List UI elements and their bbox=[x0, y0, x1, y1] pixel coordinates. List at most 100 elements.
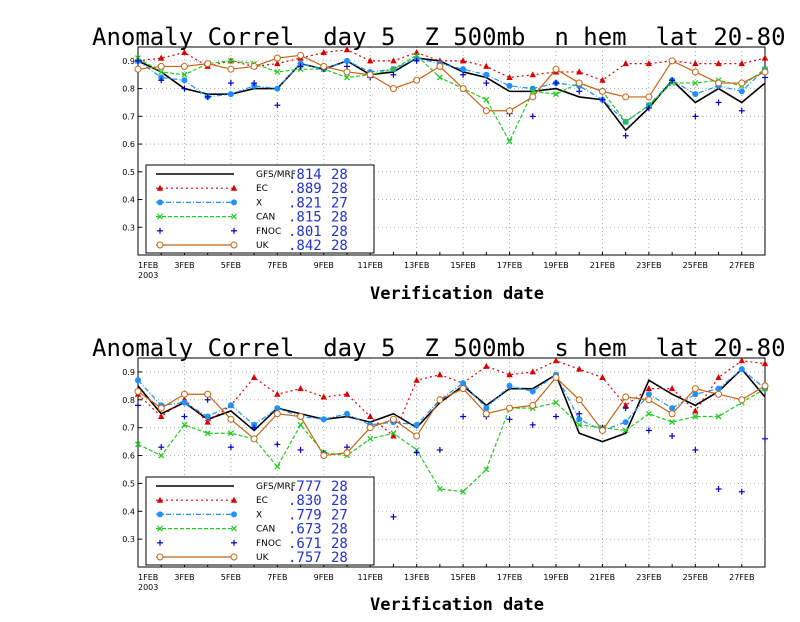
data-point bbox=[436, 396, 444, 404]
legend-marker bbox=[231, 539, 237, 546]
data-point bbox=[274, 69, 281, 75]
data-point bbox=[692, 80, 699, 87]
data-point-stroke-b bbox=[413, 52, 420, 59]
legend-mean-value: .671 bbox=[288, 536, 322, 552]
data-point bbox=[366, 424, 374, 432]
legend-series-name: CAN bbox=[256, 213, 275, 223]
legend-item: X .779 27 bbox=[156, 507, 348, 523]
y-tick-label: 0.7 bbox=[122, 424, 135, 433]
data-point bbox=[158, 413, 165, 420]
data-point bbox=[482, 410, 490, 418]
data-point bbox=[344, 74, 350, 81]
legend-marker-stroke-b bbox=[157, 213, 163, 220]
data-point bbox=[250, 374, 258, 381]
data-point bbox=[553, 399, 559, 406]
x-axis-label: Verification date bbox=[370, 595, 544, 615]
legend-series-name: UK bbox=[256, 553, 270, 563]
legend-mean-value: .821 bbox=[288, 195, 322, 211]
data-point bbox=[529, 401, 537, 409]
data-point bbox=[297, 413, 305, 421]
y-tick-label: 0.6 bbox=[122, 140, 135, 149]
x-tick-label: 25FEB bbox=[683, 261, 708, 270]
legend-item: GFS/MRF.777 28 bbox=[156, 479, 348, 495]
data-point bbox=[691, 68, 699, 76]
data-point bbox=[181, 399, 188, 406]
data-point bbox=[343, 449, 351, 457]
data-point bbox=[738, 88, 745, 95]
data-point bbox=[297, 51, 305, 59]
x-tick-label: 7FEB bbox=[267, 573, 287, 582]
data-point bbox=[436, 74, 443, 81]
x-axis-label: Verification date bbox=[370, 284, 544, 304]
x-tick-label: 23FEB bbox=[636, 261, 661, 270]
data-point bbox=[715, 374, 722, 381]
legend-marker bbox=[156, 553, 164, 561]
legend-marker bbox=[157, 227, 163, 234]
data-point bbox=[389, 415, 397, 423]
data-point bbox=[691, 385, 699, 393]
legend-case-count: 28 bbox=[331, 167, 348, 183]
data-point bbox=[274, 463, 281, 470]
data-point bbox=[622, 93, 630, 101]
x-tick-label: 3FEB bbox=[174, 261, 194, 270]
x-tick-label: 13FEB bbox=[404, 573, 429, 582]
chart-title: Anomaly Correl day 5 Z 500mb s hem lat 2… bbox=[92, 334, 786, 362]
data-point bbox=[715, 99, 722, 106]
data-point bbox=[344, 63, 350, 70]
data-point bbox=[482, 107, 490, 115]
data-point bbox=[227, 57, 234, 64]
data-point-stroke-b bbox=[181, 421, 188, 428]
data-point bbox=[738, 357, 745, 364]
data-point bbox=[134, 387, 142, 395]
x-tick-label: 17FEB bbox=[497, 261, 522, 270]
data-point bbox=[390, 432, 397, 439]
data-point bbox=[506, 82, 513, 89]
legend-mean-value: .830 bbox=[288, 493, 322, 509]
data-point bbox=[320, 416, 327, 423]
data-point bbox=[645, 60, 653, 67]
data-point bbox=[715, 60, 722, 67]
data-point bbox=[135, 57, 141, 64]
x-tick-label: 5FEB bbox=[221, 573, 241, 582]
data-point-stroke-b bbox=[460, 488, 467, 495]
data-point-stroke-b bbox=[483, 96, 490, 103]
data-point bbox=[367, 57, 374, 64]
legend-marker bbox=[157, 213, 163, 220]
data-point bbox=[390, 513, 397, 520]
data-point bbox=[157, 404, 165, 412]
data-point bbox=[181, 77, 188, 84]
legend-series-name: X bbox=[256, 198, 262, 208]
data-point bbox=[668, 385, 676, 392]
data-point bbox=[135, 402, 141, 409]
data-point bbox=[180, 62, 188, 70]
data-point-stroke-b bbox=[390, 66, 397, 73]
data-point bbox=[204, 93, 211, 100]
data-point bbox=[227, 415, 235, 423]
legend-mean-value: .757 bbox=[288, 550, 322, 566]
data-point bbox=[761, 382, 769, 390]
data-point bbox=[576, 365, 583, 372]
data-point bbox=[343, 68, 351, 76]
y-tick-label: 0.9 bbox=[122, 57, 135, 66]
data-point bbox=[227, 80, 234, 87]
legend-mean-value: .842 bbox=[288, 238, 322, 254]
data-point bbox=[181, 49, 188, 56]
data-point bbox=[622, 419, 629, 426]
data-point-stroke-b bbox=[158, 452, 165, 459]
data-point bbox=[158, 452, 165, 459]
data-point bbox=[204, 390, 212, 398]
legend-item: GFS/MRF.814 28 bbox=[156, 167, 348, 183]
data-point bbox=[529, 113, 536, 120]
legend-marker bbox=[231, 511, 237, 518]
data-point bbox=[483, 362, 490, 369]
data-point bbox=[483, 405, 490, 412]
data-point bbox=[274, 60, 281, 67]
series-line bbox=[137, 368, 766, 432]
data-point bbox=[692, 391, 699, 398]
series-line bbox=[137, 57, 766, 123]
series-uk bbox=[134, 374, 769, 460]
data-point bbox=[529, 93, 537, 101]
x-tick-label: 7FEB bbox=[267, 261, 287, 270]
